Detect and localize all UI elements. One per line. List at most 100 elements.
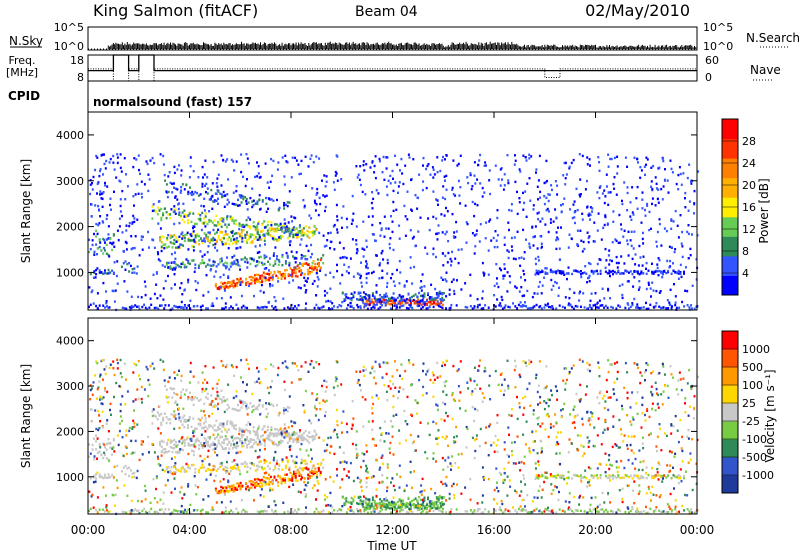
power-cell [174, 212, 177, 215]
velocity-cell [294, 438, 296, 441]
velocity-cell [276, 444, 279, 447]
power-cell [355, 251, 358, 255]
power-cell [92, 175, 95, 179]
velocity-cell [212, 443, 215, 447]
velocity-cell [340, 508, 343, 512]
power-cell [283, 218, 286, 221]
power-cell [239, 277, 242, 280]
velocity-cell [215, 404, 218, 408]
power-cell [251, 187, 254, 190]
power-cell [288, 232, 291, 235]
power-cell [409, 299, 412, 302]
power-cell [351, 219, 354, 222]
power-cell [389, 246, 391, 250]
velocity-cell [385, 502, 388, 506]
power-cell [557, 294, 560, 297]
power-cell [224, 242, 227, 245]
velocity-cell [313, 430, 316, 433]
power-cell [639, 256, 642, 259]
power-cell [495, 239, 498, 242]
velocity-cell [252, 480, 255, 484]
power-cell [516, 307, 519, 310]
power-cell [295, 233, 298, 236]
power-cell [199, 217, 202, 220]
power-cell [623, 181, 626, 184]
power-cell [194, 190, 197, 194]
velocity-cell [205, 441, 208, 445]
power-cell [522, 228, 525, 232]
ytick-label: 4000 [56, 129, 84, 142]
power-cell [268, 273, 271, 276]
power-cell [521, 294, 524, 298]
velocity-cell [194, 396, 197, 399]
power-cell [525, 159, 528, 162]
velocity-cell [174, 401, 176, 404]
power-cell [591, 207, 594, 210]
velocity-cell [430, 502, 433, 505]
power-cell [392, 248, 395, 252]
power-cell [131, 268, 134, 271]
velocity-cell [170, 457, 173, 460]
power-cell [201, 222, 204, 225]
velocity-cell [272, 511, 275, 514]
power-cell [274, 228, 277, 231]
velocity-cell [332, 386, 335, 389]
power-cell [235, 239, 238, 242]
power-cell [180, 300, 183, 304]
power-cell [236, 259, 239, 262]
power-cell [551, 270, 554, 273]
velocity-cell [368, 500, 371, 503]
power-cell [268, 269, 270, 272]
power-cell [351, 194, 354, 198]
power-cell [578, 270, 581, 274]
velocity-cell [305, 506, 307, 509]
power-cell [233, 260, 236, 263]
power-cell [336, 155, 339, 158]
power-cell [222, 190, 225, 194]
velocity-cell [381, 502, 384, 506]
power-cell [181, 237, 184, 240]
power-cell [252, 225, 255, 228]
velocity-cell [599, 476, 602, 480]
power-cell [355, 225, 358, 228]
velocity-cell [280, 480, 283, 483]
velocity-cell [555, 476, 558, 479]
power-cell [422, 180, 425, 183]
velocity-cell [89, 507, 92, 510]
power-cell [398, 293, 401, 297]
power-cell [180, 262, 183, 266]
velocity-cell [94, 374, 97, 377]
velocity-cell [274, 428, 276, 431]
power-cell [259, 244, 261, 247]
power-cell [230, 283, 233, 287]
velocity-cell [286, 434, 289, 438]
power-cell [439, 298, 442, 301]
power-cell [181, 183, 184, 186]
velocity-cell [278, 442, 281, 445]
power-cell [176, 198, 179, 201]
power-cell [289, 267, 292, 270]
velocity-cell [256, 429, 259, 432]
power-cell [142, 235, 144, 239]
power-cell [293, 257, 296, 260]
power-cell [162, 243, 165, 246]
velocity-cell [209, 403, 212, 406]
velocity-cell [220, 430, 223, 433]
power-cell [106, 185, 109, 188]
velocity-cell [621, 407, 624, 411]
power-cell [519, 264, 522, 267]
power-cell [131, 247, 134, 250]
power-cell [660, 306, 662, 310]
power-cell [451, 212, 454, 216]
velocity-cell [272, 432, 275, 435]
velocity-cell [246, 413, 249, 416]
power-cell [425, 167, 428, 171]
velocity-cell [683, 476, 685, 480]
power-cell [200, 204, 203, 208]
power-cell [387, 297, 390, 300]
power-cell [258, 220, 260, 223]
power-cell [322, 305, 325, 308]
velocity-cell [178, 509, 181, 513]
power-cell [165, 216, 168, 220]
power-cell [441, 306, 444, 310]
